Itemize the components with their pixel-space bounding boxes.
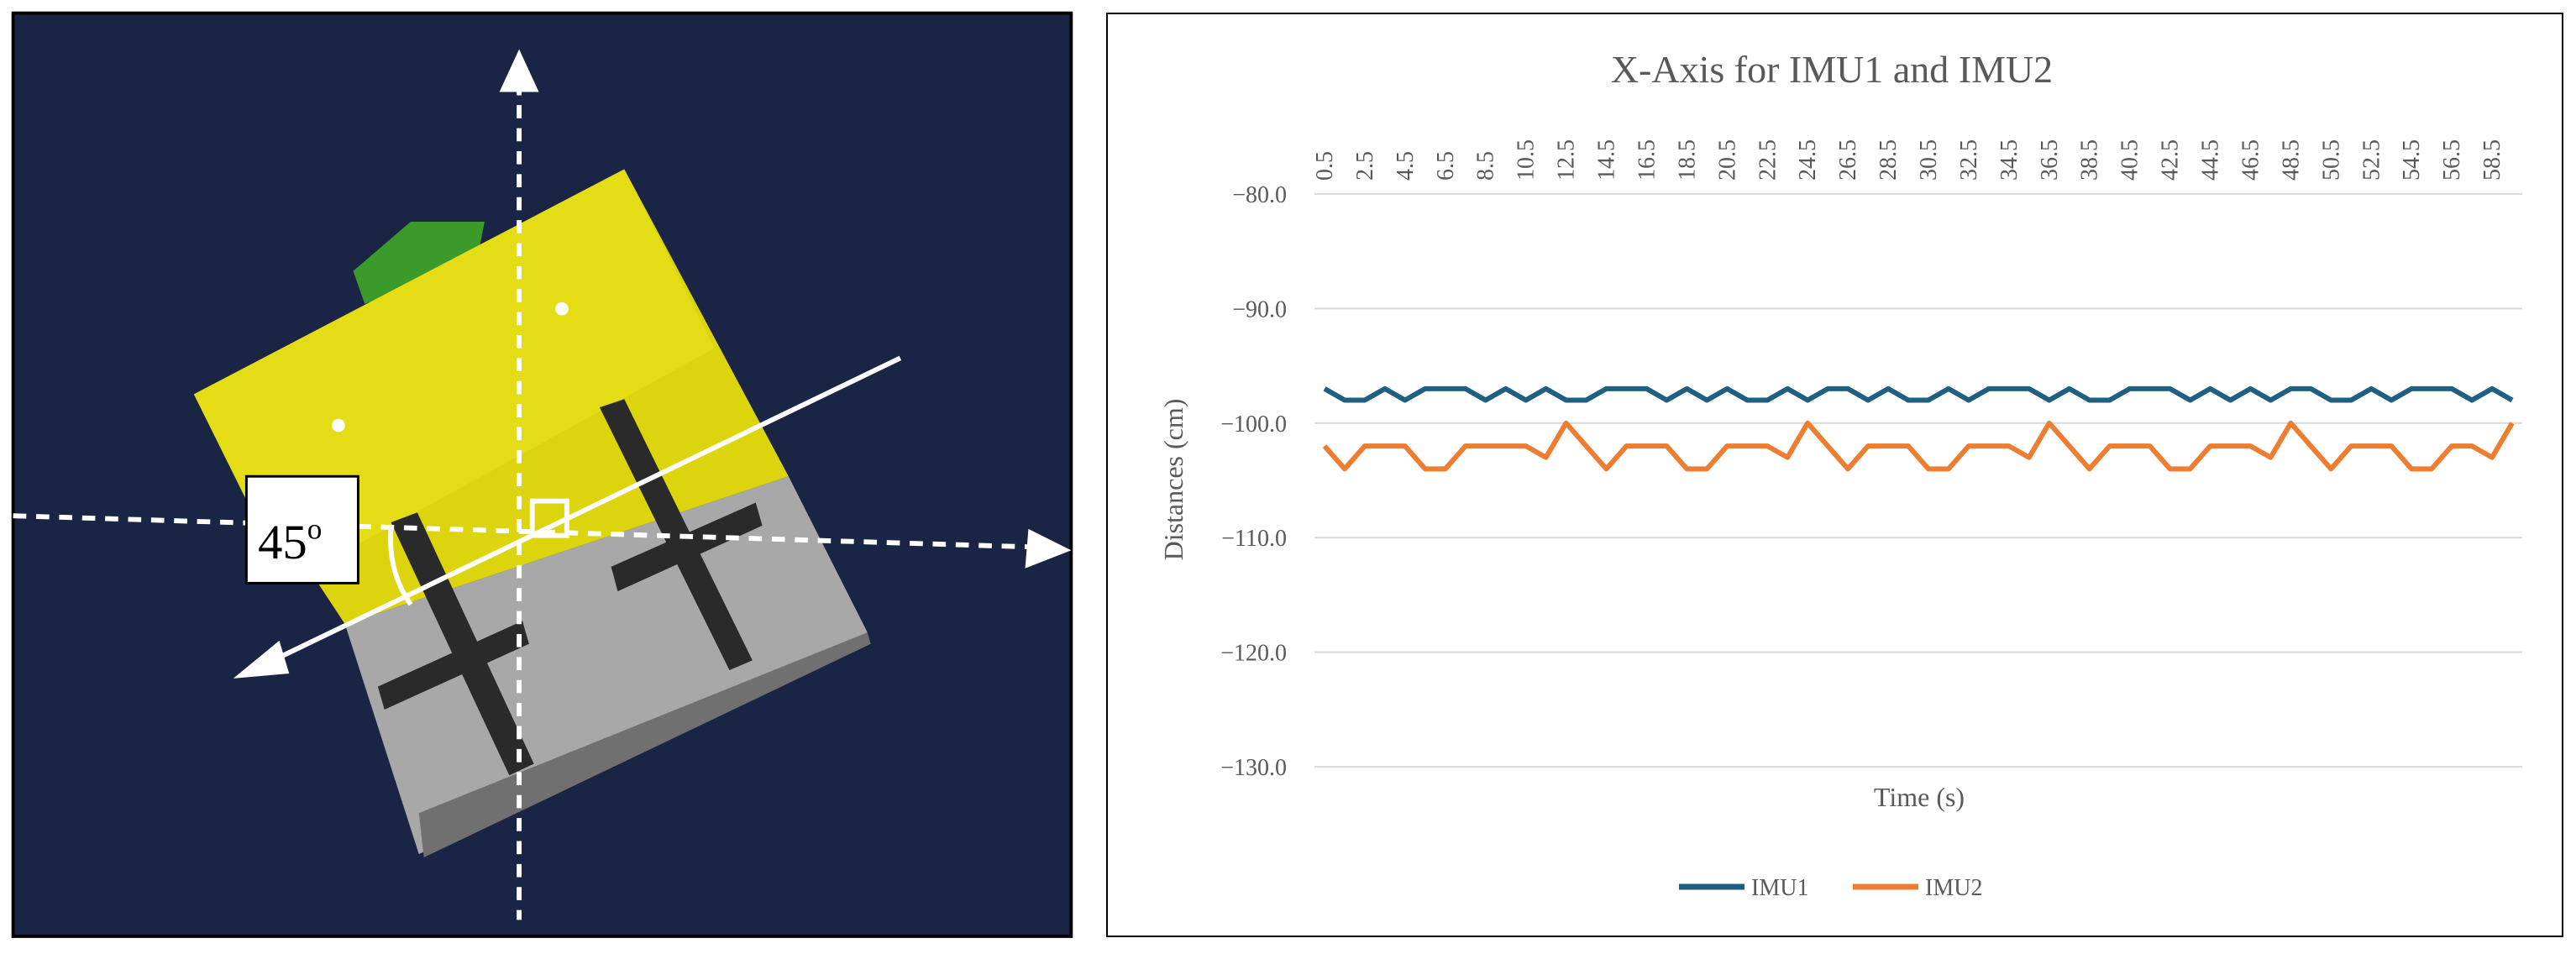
x-tick-label: 46.5 — [2238, 139, 2264, 181]
axes-overlay — [13, 81, 1032, 920]
y-tick-label: −120.0 — [1220, 641, 1287, 667]
y-axis-title: Distances (cm) — [1158, 399, 1188, 561]
angle-label: 45o — [258, 513, 322, 569]
y-tick-label: −130.0 — [1220, 755, 1287, 781]
angle-value: 45 — [258, 515, 307, 569]
angle-degree: o — [307, 513, 323, 546]
x-tick-label: 40.5 — [2117, 139, 2143, 181]
x-tick-label: 16.5 — [1634, 139, 1660, 181]
x-tick-label: 2.5 — [1352, 151, 1378, 181]
y-tick-label: −90.0 — [1232, 296, 1287, 322]
x-tick-label: 12.5 — [1554, 139, 1580, 181]
x-tick-label: 42.5 — [2158, 139, 2184, 181]
x-tick-label: 50.5 — [2318, 139, 2344, 181]
x-tick-label: 32.5 — [1956, 139, 1982, 181]
x-axis-title: Time (s) — [1874, 782, 1965, 812]
gray-base — [418, 632, 871, 858]
x-tick-label: 8.5 — [1473, 151, 1499, 181]
plot: −80.0 −90.0 −100.0 −110.0 −120.0 −130.0 0.5 2.5… — [1220, 139, 2522, 901]
x-tick-label: 6.5 — [1433, 151, 1459, 181]
x-tick-label: 52.5 — [2358, 139, 2385, 181]
x-tick-label: 4.5 — [1393, 151, 1419, 181]
x-tick-label: 34.5 — [1996, 139, 2023, 181]
chart-title: X-Axis for IMU1 and IMU2 — [1611, 48, 2053, 91]
angle-box — [244, 474, 359, 584]
x-tick-label: 28.5 — [1876, 139, 1902, 181]
x-tick-label: 18.5 — [1674, 139, 1700, 181]
render-panel: 45o — [11, 11, 1073, 938]
x-tick-label: 20.5 — [1714, 139, 1740, 181]
series-line — [1322, 420, 2515, 472]
legend-label: IMU2 — [1925, 875, 1982, 901]
y-tick-label: −110.0 — [1221, 526, 1287, 552]
x-tick-label: 14.5 — [1594, 139, 1620, 181]
x-tick-label: 38.5 — [2077, 139, 2103, 181]
x-tick-label: 54.5 — [2399, 139, 2425, 181]
marker-dot — [555, 301, 569, 316]
x-tick-label: 36.5 — [2037, 139, 2063, 181]
y-tick-label: −80.0 — [1232, 182, 1287, 208]
arrowheads — [233, 49, 1072, 679]
x-tick-label: 30.5 — [1916, 139, 1942, 181]
x-tick-label: 44.5 — [2198, 139, 2224, 181]
gray-body — [344, 476, 868, 855]
x-tick-label: 48.5 — [2278, 139, 2304, 181]
marker-dot — [332, 418, 345, 432]
x-tick-label: 56.5 — [2439, 139, 2465, 181]
x-tick-label: 0.5 — [1312, 151, 1338, 181]
x-tick-label: 26.5 — [1835, 139, 1861, 181]
legend-label: IMU1 — [1751, 875, 1808, 901]
x-tick-label: 10.5 — [1514, 139, 1540, 181]
y-tick-label: −100.0 — [1220, 411, 1287, 438]
x-tick-label: 24.5 — [1795, 139, 1821, 181]
green-part — [353, 222, 485, 304]
series-line — [1323, 385, 2514, 403]
chart-frame — [1106, 13, 2563, 937]
black-bars — [377, 399, 763, 776]
x-tick-label: 58.5 — [2479, 139, 2505, 181]
x-tick-label: 22.5 — [1755, 139, 1781, 181]
